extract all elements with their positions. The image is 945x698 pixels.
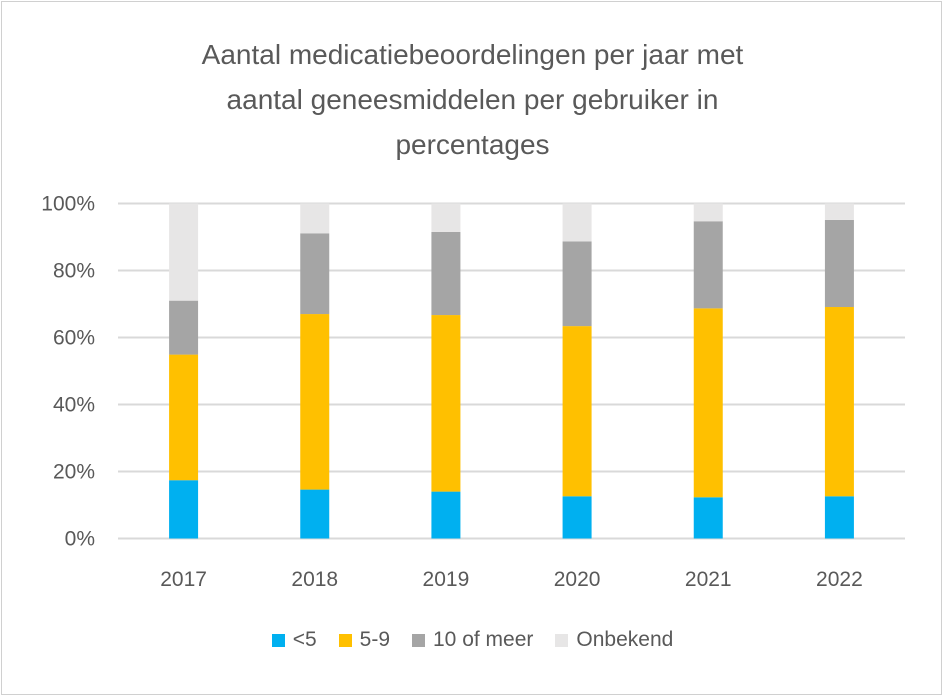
bar-segment [431,203,461,232]
y-tick-label: 60% [53,327,95,350]
bar-segment [824,496,854,539]
legend-item: 5-9 [338,628,390,652]
legend-label: <5 [292,628,317,651]
bar-segment [431,231,461,316]
legend-item: <5 [271,628,317,652]
bar-segment [562,241,592,327]
legend-label: Onbekend [576,628,674,651]
legend-swatch [338,633,352,647]
chart-title-line-3: percentages [395,129,550,160]
x-tick-label: 2022 [816,568,863,591]
bar-segment [693,308,723,498]
chart-title-line-1: Aantal medicatiebeoordelingen per jaar m… [201,39,744,70]
bar-segment [824,307,854,497]
y-tick-label: 20% [53,461,95,484]
bar-segment [300,489,330,539]
legend-item: 10 of meer [412,628,533,652]
legend-swatch [412,633,425,647]
legend: <5 5-9 10 of meer Onbekend [0,628,945,652]
bar-segment [169,203,199,301]
bar-segment [300,314,330,490]
y-tick-label: 80% [53,260,95,283]
x-tick-label: 2017 [160,568,207,591]
bar-segment [562,326,592,497]
x-tick-label: 2018 [291,568,338,591]
y-tick-label: 0% [65,528,95,551]
y-tick-label: 40% [53,394,95,417]
legend-swatch [555,633,569,647]
bar-segment [169,354,199,481]
chart-title-line-2: aantal geneesmiddelen per gebruiker in [226,84,719,115]
bar-segment [824,203,854,220]
legend-item: Onbekend [555,628,673,652]
bar-segment [300,233,330,315]
x-tick-label: 2020 [554,568,601,591]
bar-segment [562,203,592,242]
x-tick-label: 2021 [685,568,732,591]
chart-title: Aantal medicatiebeoordelingen per jaar m… [0,32,945,167]
bar-segment [693,497,723,539]
bar-segment [562,496,592,539]
bar-segment [693,203,723,222]
bar-segment [169,480,199,539]
bar-segment [300,203,330,234]
bar-segment [169,300,199,355]
bar-segment [824,219,854,308]
bar-segment [431,491,461,539]
legend-label: 5-9 [359,628,390,651]
bar-segment [431,315,461,492]
y-tick-label: 100% [41,193,95,216]
legend-label: 10 of meer [433,628,534,651]
legend-swatch [271,633,285,647]
x-tick-label: 2019 [423,568,470,591]
bar-segment [693,221,723,309]
